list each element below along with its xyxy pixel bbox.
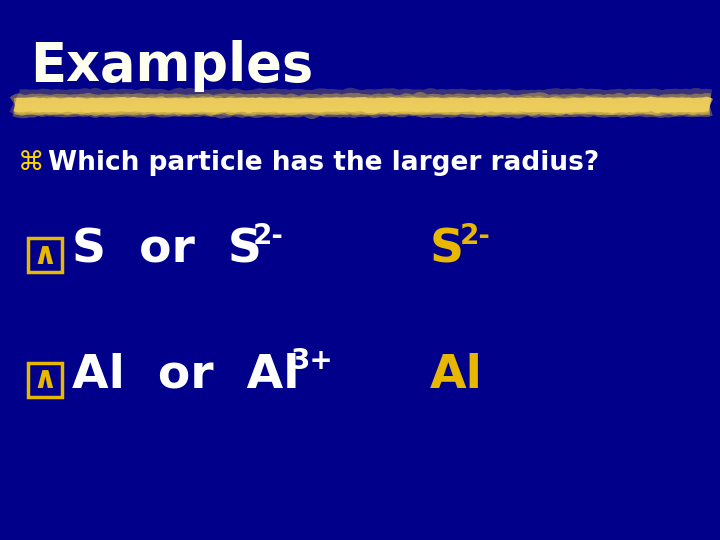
Text: Al  or  Al: Al or Al: [72, 353, 300, 397]
Text: ∧: ∧: [32, 240, 58, 269]
Text: S  or  S: S or S: [72, 227, 262, 273]
Text: Al: Al: [430, 353, 483, 397]
Text: 2-: 2-: [460, 222, 491, 250]
Text: Which particle has the larger radius?: Which particle has the larger radius?: [48, 150, 599, 176]
Text: ⌘: ⌘: [18, 150, 45, 176]
Text: Examples: Examples: [30, 40, 313, 92]
Text: 2-: 2-: [253, 222, 284, 250]
Text: ∧: ∧: [32, 366, 58, 395]
Text: S: S: [430, 227, 464, 273]
Text: 3+: 3+: [290, 347, 333, 375]
